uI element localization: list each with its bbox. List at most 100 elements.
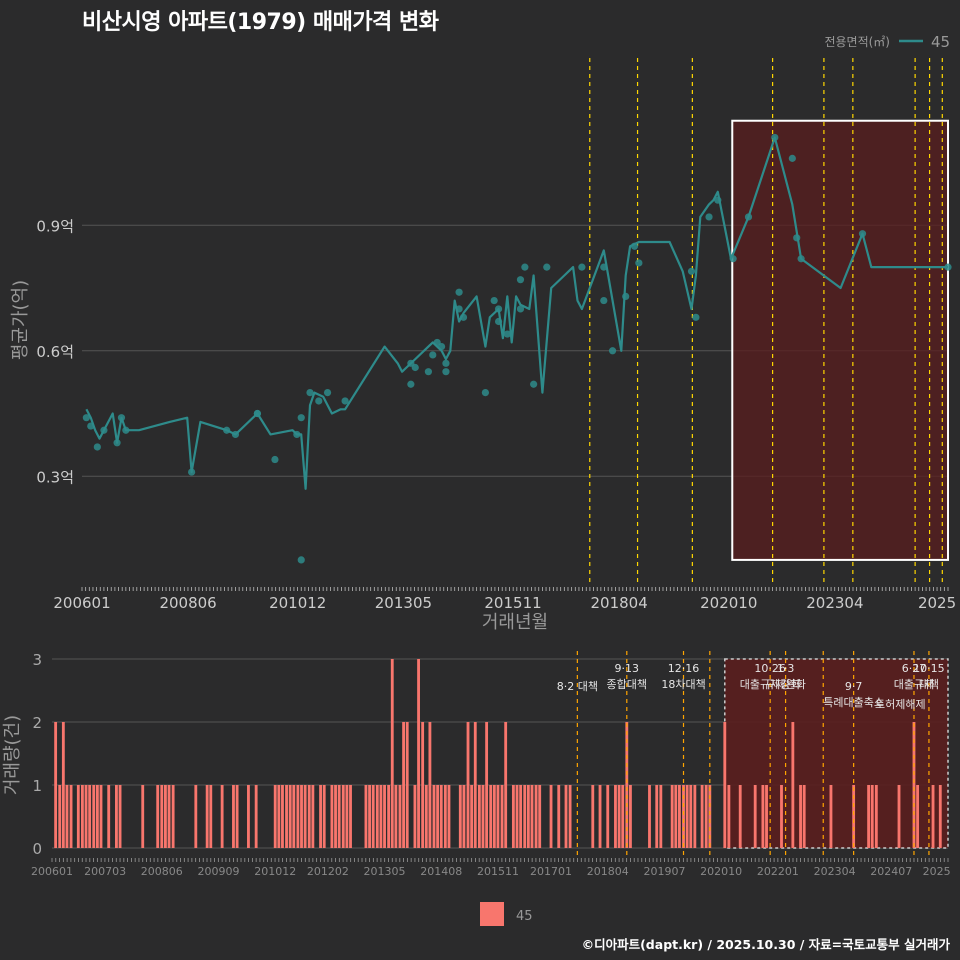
volume-bar xyxy=(205,785,209,848)
volume-bar xyxy=(549,785,553,848)
volume-bar xyxy=(345,785,349,848)
volume-y-tick-label: 0 xyxy=(32,840,42,858)
volume-bar xyxy=(598,785,602,848)
volume-bar xyxy=(689,785,693,848)
volume-bar xyxy=(473,722,477,848)
price-point xyxy=(442,359,450,367)
volume-bar xyxy=(489,785,493,848)
price-point xyxy=(429,351,437,359)
volume-bar xyxy=(780,785,783,848)
volume-bar xyxy=(874,785,878,848)
volume-x-tick-label: 200909 xyxy=(197,865,239,878)
volume-bar xyxy=(466,722,470,848)
volume-bar xyxy=(511,785,515,848)
volume-bar xyxy=(277,785,281,848)
price-point xyxy=(600,296,608,305)
volume-bar xyxy=(371,785,375,848)
volume-bar xyxy=(802,785,806,848)
volume-bar xyxy=(375,785,379,848)
volume-bar xyxy=(500,785,504,848)
volume-bar xyxy=(867,785,871,848)
volume-bar xyxy=(670,785,674,848)
price-point xyxy=(93,443,101,451)
volume-x-tick-label: 2025 xyxy=(923,865,951,878)
price-point xyxy=(82,414,90,422)
price-point xyxy=(323,389,332,397)
volume-bar xyxy=(492,785,496,848)
volume-bar xyxy=(417,659,420,848)
volume-bar xyxy=(439,785,443,848)
volume-bar xyxy=(629,785,632,848)
volume-bar xyxy=(107,785,111,848)
volume-bar xyxy=(938,785,942,848)
volume-bar xyxy=(674,785,678,848)
volume-policy-annotation: 10·26 xyxy=(754,662,786,675)
price-point xyxy=(297,414,305,422)
volume-policy-annotation: 1·3 xyxy=(777,662,795,675)
volume-bar xyxy=(424,785,428,848)
volume-x-tick-label: 202304 xyxy=(814,865,856,878)
volume-x-tick-label: 201408 xyxy=(420,865,462,878)
volume-bar xyxy=(232,785,235,848)
volume-bar xyxy=(156,785,160,848)
price-point xyxy=(608,347,617,355)
volume-policy-annotation: 대출규제강화 xyxy=(740,678,801,691)
volume-bar xyxy=(160,785,164,848)
volume-x-tick-label: 201305 xyxy=(364,865,406,878)
volume-policy-annotation: 10·15 xyxy=(913,662,945,675)
volume-bar xyxy=(912,722,916,848)
volume-bar xyxy=(285,785,288,848)
volume-bar xyxy=(678,785,681,848)
volume-y-axis-title: 거래량(건) xyxy=(2,715,23,795)
volume-x-tick-label: 200601 xyxy=(31,865,73,878)
volume-bar xyxy=(799,785,802,848)
volume-bar xyxy=(364,785,368,848)
price-point xyxy=(424,368,432,376)
volume-bar xyxy=(897,785,901,848)
volume-bar xyxy=(765,785,768,848)
volume-bar xyxy=(164,785,167,848)
volume-bar xyxy=(167,785,171,848)
price-point xyxy=(341,397,349,405)
volume-bar xyxy=(296,785,300,848)
volume-y-tick-label: 3 xyxy=(32,651,42,669)
volume-bar xyxy=(447,785,451,848)
volume-bar xyxy=(235,785,239,848)
price-y-tick-label: 0.3억 xyxy=(36,468,74,486)
volume-bar xyxy=(723,722,727,848)
volume-bar xyxy=(564,785,568,848)
volume-bar xyxy=(171,785,175,848)
volume-bar xyxy=(88,785,92,848)
volume-bar xyxy=(526,785,530,848)
volume-bar xyxy=(428,722,432,848)
volume-bar xyxy=(436,785,440,848)
price-point xyxy=(516,305,525,313)
volume-bar xyxy=(141,785,145,848)
volume-bar xyxy=(69,785,73,848)
price-point xyxy=(788,154,796,162)
volume-bar xyxy=(916,785,920,848)
volume-bar xyxy=(791,722,795,848)
volume-bar xyxy=(870,785,874,848)
volume-policy-annotation: 특례대출축소 xyxy=(823,696,884,709)
price-point xyxy=(315,397,323,405)
price-point xyxy=(521,263,529,271)
volume-bar xyxy=(387,785,391,848)
volume-bar xyxy=(534,785,538,848)
volume-bar xyxy=(95,785,99,848)
volume-bar xyxy=(341,785,345,848)
volume-bar xyxy=(307,785,311,848)
volume-bar xyxy=(394,785,398,848)
volume-bar xyxy=(254,785,258,848)
volume-bar xyxy=(99,785,103,848)
volume-policy-annotation: 9·13 xyxy=(615,662,640,675)
volume-bar xyxy=(557,785,561,848)
volume-bar xyxy=(591,785,595,848)
volume-bar xyxy=(247,785,250,848)
price-point xyxy=(530,380,538,388)
source-footer: ©디아파트(dapt.kr) / 2025.10.30 / 자료=국토교통부 실… xyxy=(581,937,950,952)
volume-bar xyxy=(61,722,65,848)
volume-bar xyxy=(118,785,122,848)
volume-bar xyxy=(738,785,742,848)
